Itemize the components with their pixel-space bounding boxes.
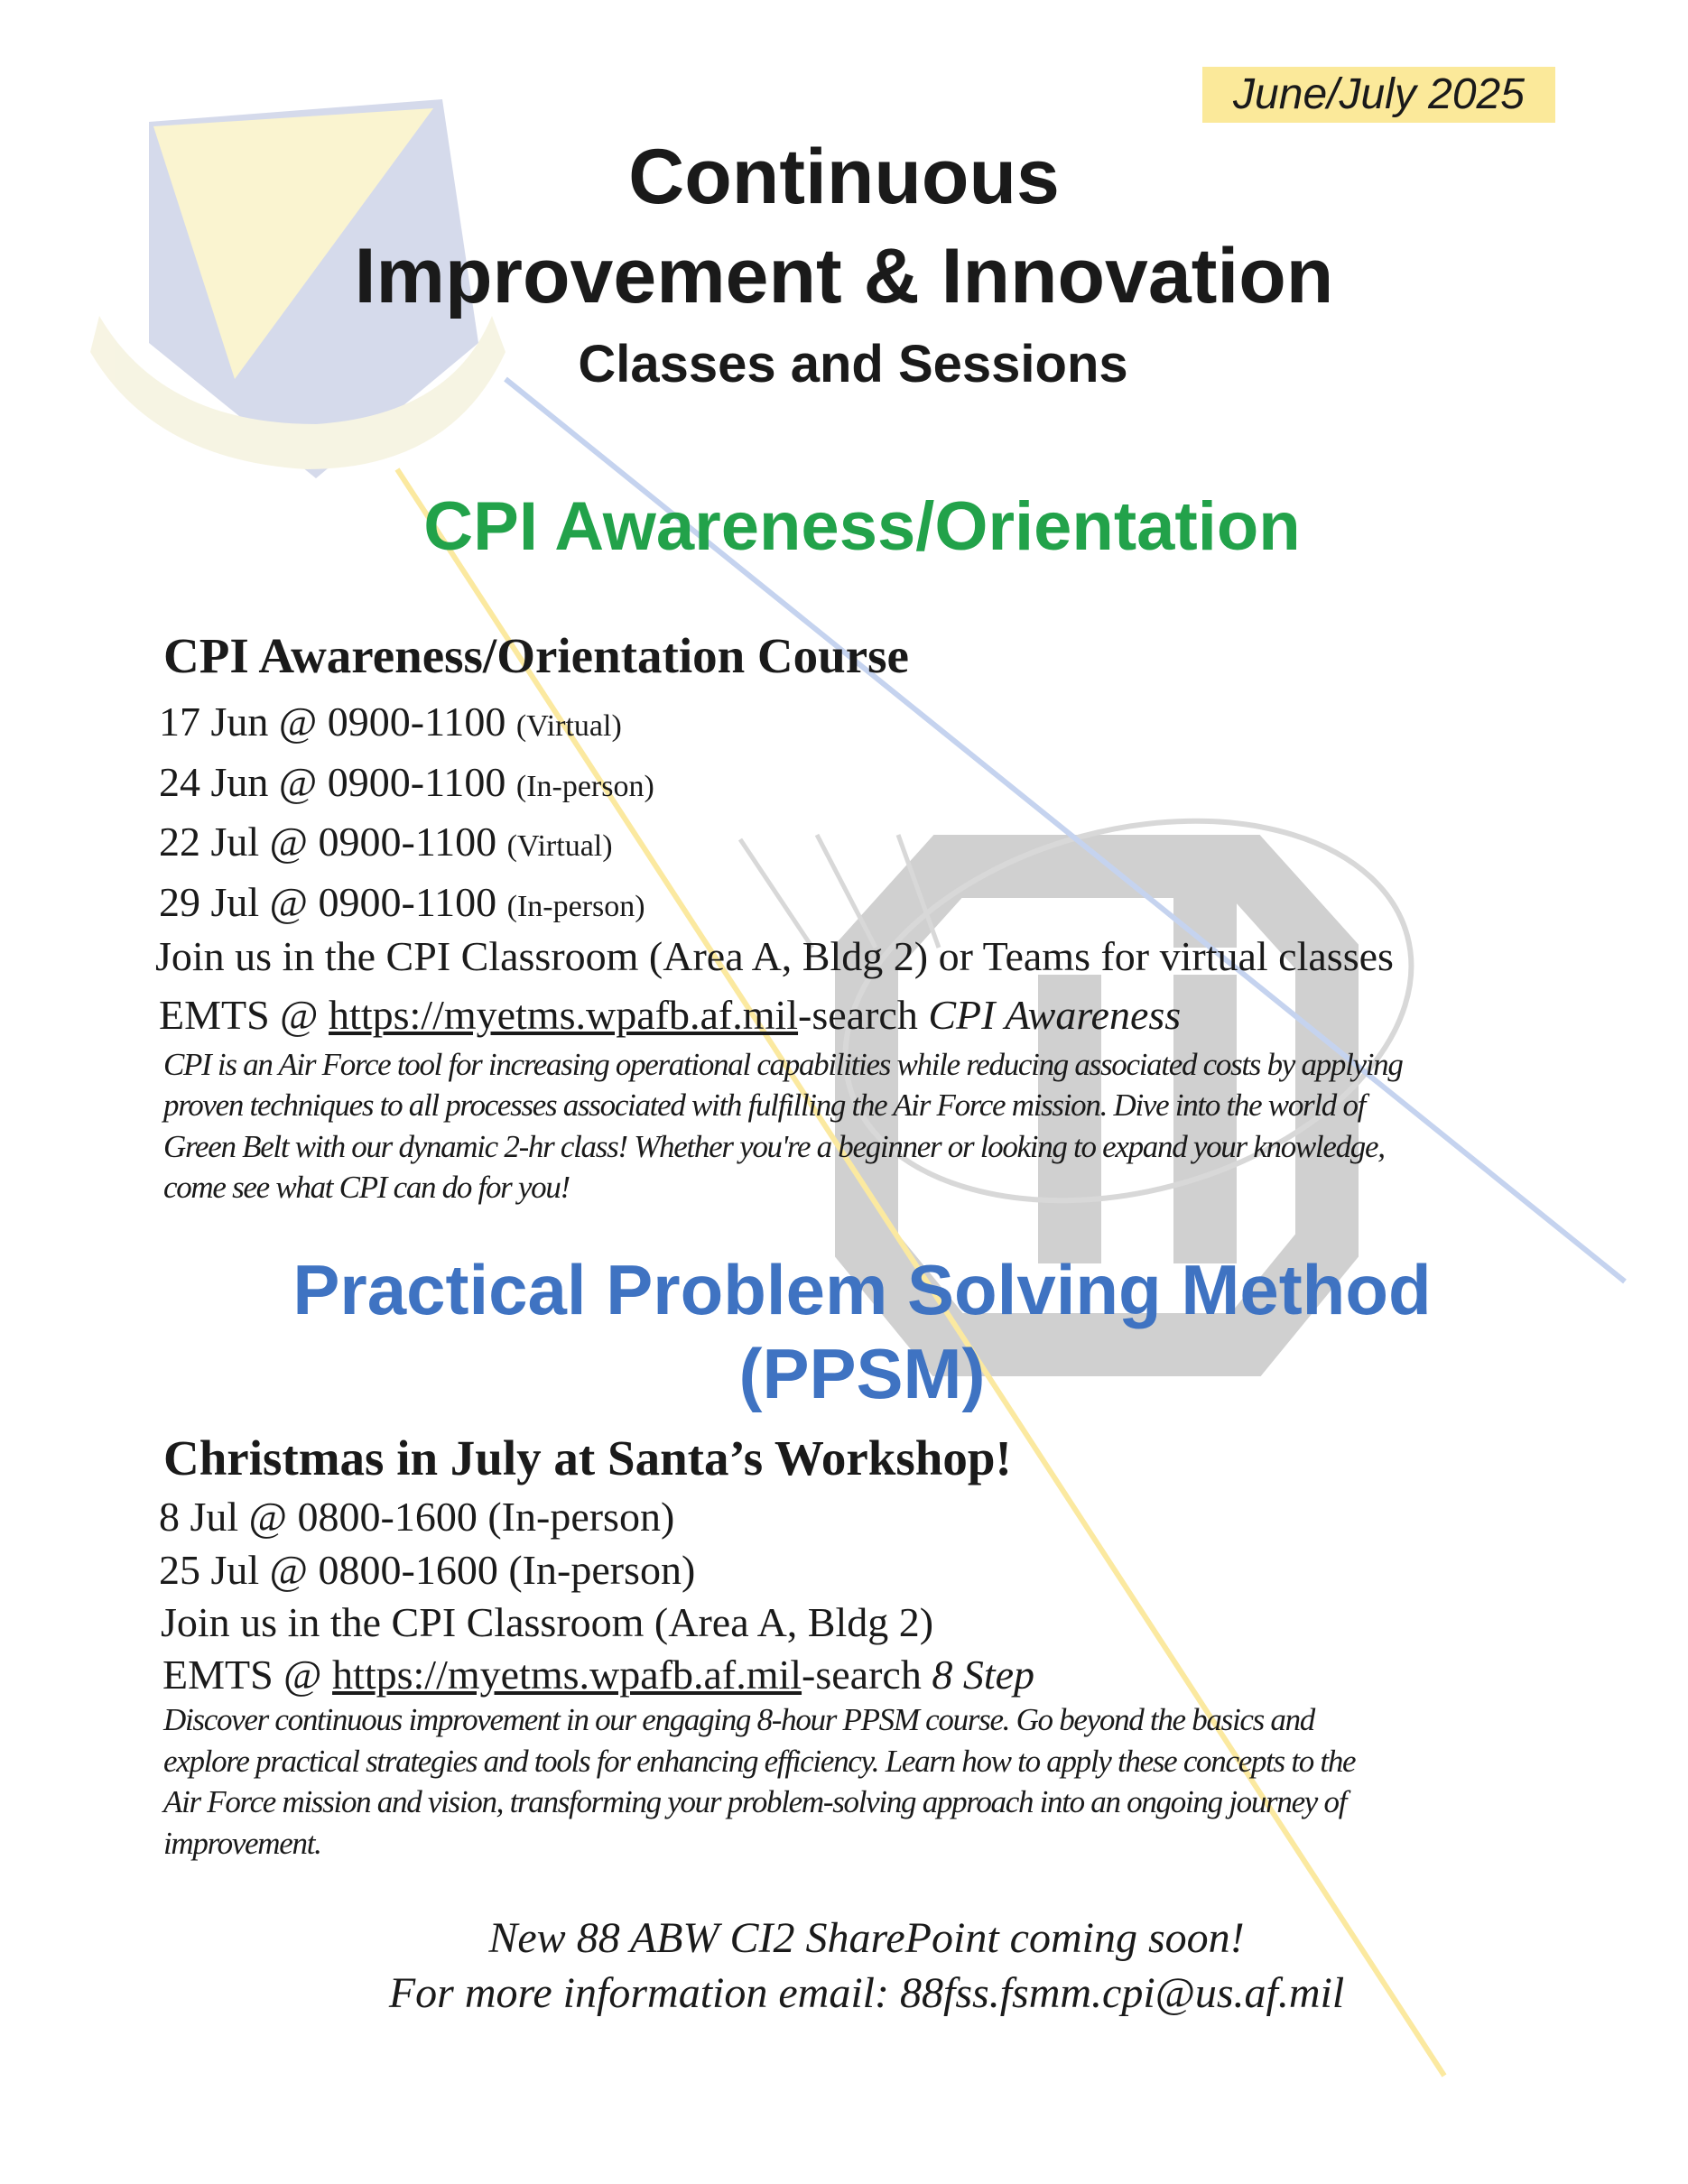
cpi-description-line: proven techniques to all processes assoc… xyxy=(163,1087,1366,1123)
ppsm-description-line: improvement. xyxy=(163,1826,322,1861)
session-mode: (Virtual) xyxy=(506,829,613,863)
cpi-location: Join us in the CPI Classroom (Area A, Bl… xyxy=(155,933,1394,979)
emts-link[interactable]: https://myetms.wpafb.af.mil xyxy=(332,1652,802,1698)
session-mode: (Virtual) xyxy=(515,709,622,743)
diagonal-yellow-line xyxy=(394,467,1447,2078)
emts-label: EMTS @ xyxy=(159,992,329,1038)
session-item: 24 Jun @ 0900-1100 (In-person) xyxy=(159,762,654,808)
session-mode: (In-person) xyxy=(515,770,654,803)
emts-search-term: 8 Step xyxy=(932,1652,1035,1698)
session-date: 29 Jul @ 0900-1100 xyxy=(159,879,497,925)
session-item: 17 Jun @ 0900-1100 (Virtual) xyxy=(159,701,622,747)
ppsm-location: Join us in the CPI Classroom (Area A, Bl… xyxy=(161,1599,934,1645)
date-badge: June/July 2025 xyxy=(1202,67,1555,123)
ppsm-heading-line1: Practical Problem Solving Method xyxy=(292,1250,1432,1329)
cpi-description-line: come see what CPI can do for you! xyxy=(163,1170,570,1205)
emts-label: EMTS @ xyxy=(162,1652,333,1698)
footer-contact-email: For more information email: 88fss.fsmm.c… xyxy=(388,1969,1345,2017)
emts-search-label: -search xyxy=(798,992,929,1038)
footer-sharepoint-note: New 88 ABW CI2 SharePoint coming soon! xyxy=(488,1914,1245,1962)
ppsm-emts-line: EMTS @ https://myetms.wpafb.af.mil-searc… xyxy=(162,1654,1034,1696)
cpi-logo-watermark xyxy=(737,818,1414,1376)
emts-search-label: -search xyxy=(802,1652,932,1698)
session-date: 24 Jun @ 0900-1100 xyxy=(159,759,506,805)
diagonal-blue-line xyxy=(504,376,1627,1284)
session-item: 25 Jul @ 0800-1600 (In-person) xyxy=(159,1547,696,1593)
ppsm-description-line: Discover continuous improvement in our e… xyxy=(163,1702,1315,1737)
ppsm-description-line: explore practical strategies and tools f… xyxy=(163,1744,1357,1779)
cpi-course-title: CPI Awareness/Orientation Course xyxy=(163,628,909,683)
session-item: 8 Jul @ 0800-1600 (In-person) xyxy=(159,1494,675,1540)
cpi-emts-line: EMTS @ https://myetms.wpafb.af.mil-searc… xyxy=(159,995,1181,1036)
session-date: 22 Jul @ 0900-1100 xyxy=(159,819,497,865)
session-mode: (In-person) xyxy=(506,890,645,923)
ppsm-heading-line2: (PPSM) xyxy=(738,1334,986,1413)
air-base-wing-shield-logo xyxy=(90,99,505,478)
ppsm-course-title: Christmas in July at Santa’s Workshop! xyxy=(163,1430,1012,1485)
ppsm-description-line: Air Force mission and vision, transformi… xyxy=(163,1784,1347,1819)
page-subtitle: Classes and Sessions xyxy=(578,335,1128,393)
cpi-description-line: CPI is an Air Force tool for increasing … xyxy=(163,1047,1404,1082)
cpi-section-heading: CPI Awareness/Orientation xyxy=(423,488,1301,565)
emts-link[interactable]: https://myetms.wpafb.af.mil xyxy=(329,992,799,1038)
session-date: 17 Jun @ 0900-1100 xyxy=(159,699,506,745)
emts-search-term: CPI Awareness xyxy=(928,992,1182,1038)
page-title-line2: Improvement & Innovation xyxy=(354,233,1334,319)
cpi-description-line: Green Belt with our dynamic 2-hr class! … xyxy=(163,1129,1386,1164)
page-title-line1: Continuous xyxy=(628,134,1060,220)
session-item: 22 Jul @ 0900-1100 (Virtual) xyxy=(159,821,613,867)
session-item: 29 Jul @ 0900-1100 (In-person) xyxy=(159,882,645,928)
